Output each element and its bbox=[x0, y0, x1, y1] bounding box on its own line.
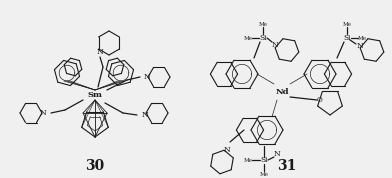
Text: Me: Me bbox=[260, 171, 269, 177]
Text: Me: Me bbox=[243, 35, 252, 41]
Text: Si: Si bbox=[260, 156, 268, 164]
Text: Me: Me bbox=[343, 22, 352, 27]
Text: N: N bbox=[40, 109, 46, 117]
Text: Me: Me bbox=[243, 158, 252, 163]
Text: N: N bbox=[142, 111, 149, 119]
Text: Si: Si bbox=[259, 34, 267, 42]
Text: N: N bbox=[143, 73, 151, 81]
Text: Nd: Nd bbox=[275, 88, 289, 96]
Text: N: N bbox=[272, 41, 278, 49]
Text: Sm: Sm bbox=[87, 91, 102, 99]
Text: O: O bbox=[317, 96, 323, 104]
Text: N: N bbox=[357, 42, 363, 50]
Text: 30: 30 bbox=[85, 159, 105, 173]
Text: N: N bbox=[223, 146, 230, 154]
Text: N: N bbox=[96, 48, 103, 56]
Text: Me: Me bbox=[258, 22, 267, 27]
Text: Me: Me bbox=[358, 35, 367, 41]
Text: 31: 31 bbox=[277, 159, 297, 173]
Text: N: N bbox=[274, 150, 280, 158]
Text: Si: Si bbox=[343, 34, 351, 42]
